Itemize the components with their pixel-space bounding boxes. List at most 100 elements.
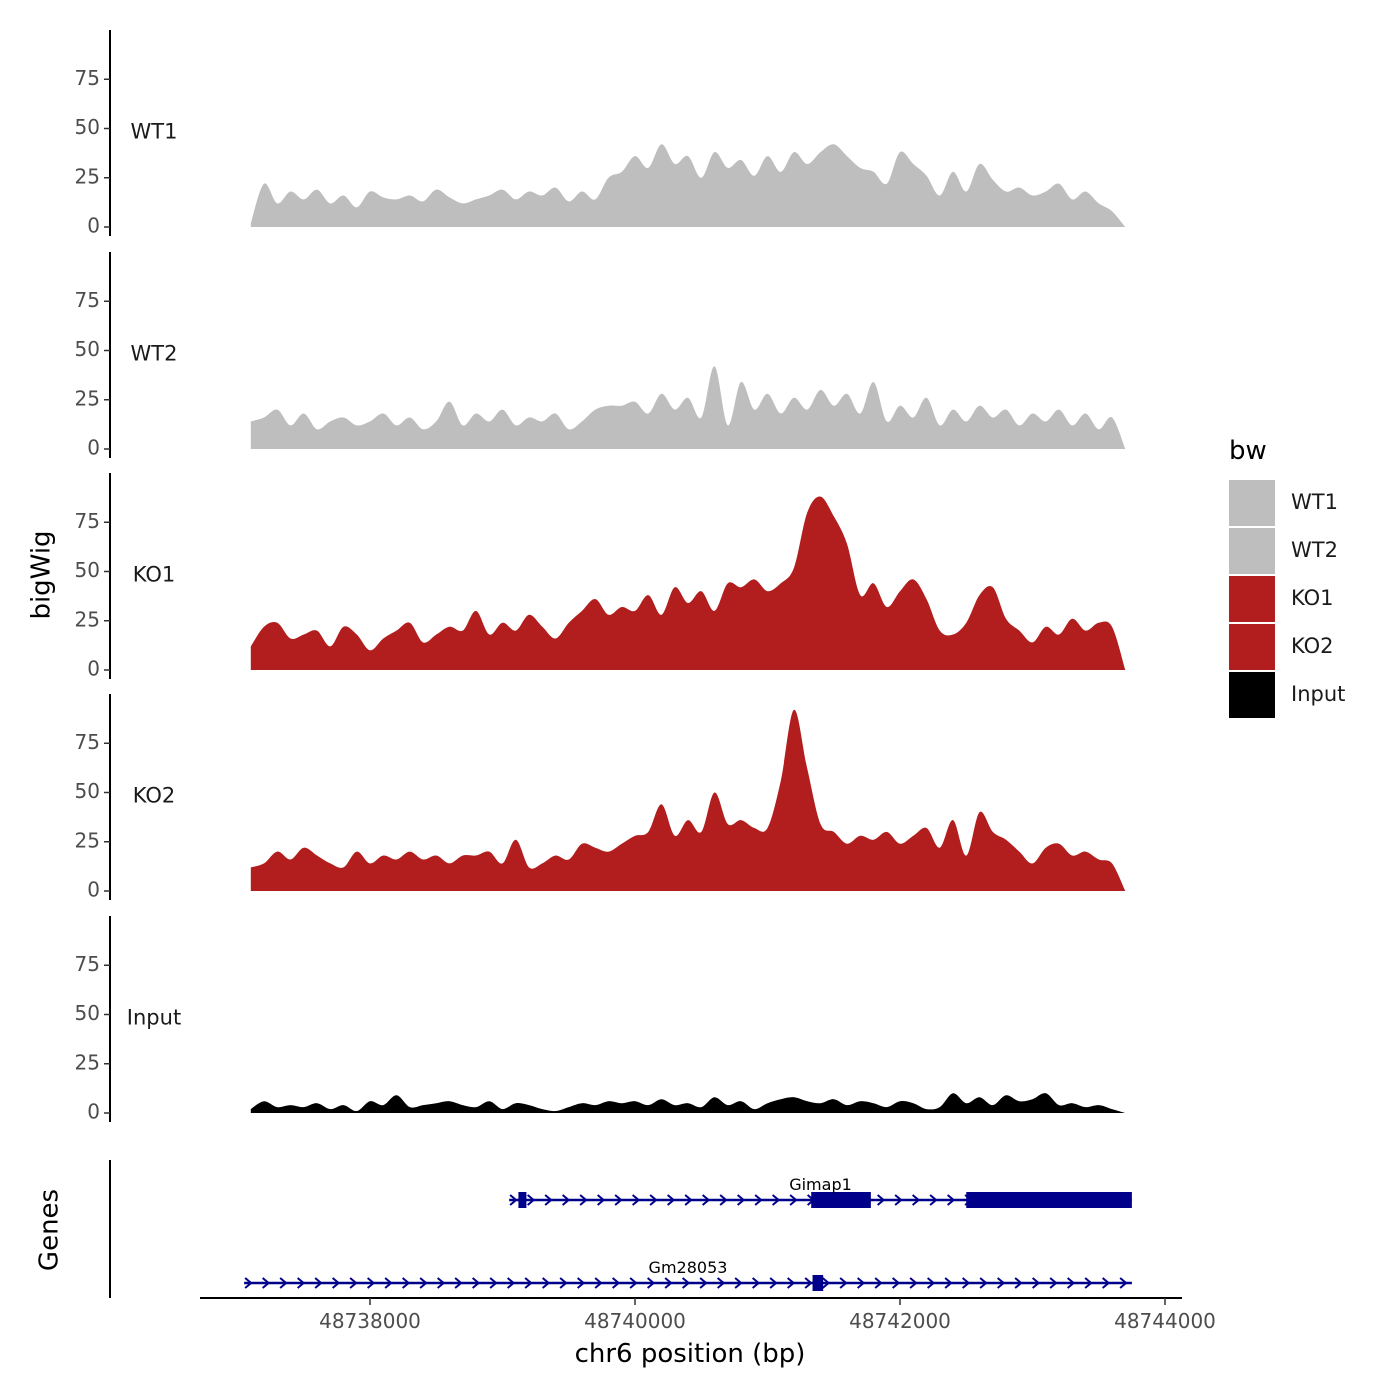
strand-arrow (909, 1277, 918, 1289)
strand-arrow (716, 1277, 726, 1289)
strand-arrow (1084, 1277, 1093, 1289)
legend-label: KO1 (1291, 586, 1334, 610)
strand-arrow (629, 1277, 638, 1289)
strand-arrow (1031, 1277, 1041, 1289)
strand-arrow (244, 1277, 253, 1289)
y-tick-label: 0 (87, 657, 100, 681)
x-tick-label: 48742000 (849, 1309, 951, 1333)
y-tick-label: 75 (75, 66, 100, 90)
strand-arrow (681, 1277, 691, 1289)
legend-swatch (1229, 624, 1275, 670)
track-input: 0 25 50 75 Input (75, 916, 1126, 1124)
strand-arrow (804, 1277, 813, 1289)
signal-area-ko1 (250, 496, 1126, 670)
strand-arrow (261, 1277, 271, 1289)
legend-label: Input (1291, 682, 1345, 706)
strand-arrow (509, 1194, 518, 1206)
strand-arrow (719, 1194, 728, 1206)
x-axis-ticks: 48738000 48740000 48742000 48744000 (319, 1298, 1216, 1333)
y-tick-label: 0 (87, 878, 100, 902)
track-label: KO1 (133, 562, 176, 586)
signal-tracks: 0 25 50 75 WT1 0 25 50 75 WT2 0 25 50 75 KO1 0 25 50 75 KO2… (75, 30, 1126, 1124)
strand-arrow (471, 1277, 481, 1289)
gene-exon (518, 1192, 527, 1208)
strand-arrow (789, 1194, 798, 1206)
strand-arrow (911, 1194, 921, 1206)
strand-arrow (646, 1277, 656, 1289)
track-wt2: 0 25 50 75 WT2 (75, 252, 1126, 460)
strand-arrow (736, 1194, 746, 1206)
y-tick-label: 0 (87, 214, 100, 238)
strand-arrow (961, 1277, 971, 1289)
x-axis-title: chr6 position (bp) (575, 1339, 806, 1369)
y-tick-label: 50 (75, 337, 100, 361)
strand-arrow (454, 1277, 463, 1289)
legend-entries: WT1 WT2 KO1 KO2 Input (1229, 480, 1345, 718)
legend-swatch (1229, 528, 1275, 574)
strand-arrow (594, 1277, 603, 1289)
gene-models: Gimap1 Gm28053 (244, 1175, 1132, 1291)
legend-swatch (1229, 480, 1275, 526)
strand-arrow (631, 1194, 641, 1206)
signal-area-wt2 (250, 366, 1126, 449)
strand-arrow (366, 1277, 376, 1289)
genes-axis-title: Genes (35, 1189, 65, 1271)
strand-arrow (296, 1277, 306, 1289)
gene-panel: Genes Gimap1 Gm28053 (35, 1160, 1132, 1298)
y-tick-label: 75 (75, 952, 100, 976)
gene-exon (812, 1275, 824, 1291)
strand-arrow (384, 1277, 393, 1289)
strand-arrow (929, 1194, 938, 1206)
strand-arrow (611, 1277, 621, 1289)
strand-arrow (699, 1277, 708, 1289)
y-tick-label: 25 (75, 1050, 100, 1074)
strand-arrow (419, 1277, 428, 1289)
strand-arrow (876, 1194, 886, 1206)
legend-entry-ko2: KO2 (1229, 624, 1334, 670)
strand-arrow (559, 1277, 568, 1289)
strand-arrow (524, 1277, 533, 1289)
legend-label: KO2 (1291, 634, 1334, 658)
y-tick-label: 50 (75, 115, 100, 139)
legend-entry-wt1: WT1 (1229, 480, 1338, 526)
gene-label: Gimap1 (789, 1175, 852, 1194)
strand-arrow (544, 1194, 553, 1206)
strand-arrow (944, 1277, 953, 1289)
strand-arrow (701, 1194, 711, 1206)
legend-swatch (1229, 672, 1275, 718)
strand-arrow (666, 1194, 676, 1206)
legend-entry-wt2: WT2 (1229, 528, 1338, 574)
strand-arrow (1049, 1277, 1058, 1289)
legend-entry-input: Input (1229, 672, 1345, 718)
signal-area-ko2 (250, 709, 1126, 891)
y-tick-label: 50 (75, 1001, 100, 1025)
y-tick-label: 75 (75, 288, 100, 312)
x-axis: 48738000 48740000 48742000 48744000 chr6 po… (200, 1297, 1216, 1369)
strand-arrow (596, 1194, 606, 1206)
strand-arrow (891, 1277, 901, 1289)
y-tick-label: 50 (75, 779, 100, 803)
gene-gimap1: Gimap1 (509, 1175, 1132, 1208)
strand-arrow (979, 1277, 988, 1289)
y-tick-label: 0 (87, 1100, 100, 1124)
track-ko2: 0 25 50 75 KO2 (75, 694, 1126, 902)
track-label: KO2 (133, 783, 176, 807)
gene-exon (811, 1192, 871, 1208)
y-tick-label: 25 (75, 386, 100, 410)
strand-arrow (769, 1277, 778, 1289)
strand-arrow (734, 1277, 743, 1289)
track-label: WT2 (131, 341, 178, 365)
strand-arrow (771, 1194, 781, 1206)
strand-arrow (874, 1277, 883, 1289)
strand-arrow (856, 1277, 866, 1289)
legend: bw WT1 WT2 KO1 KO2 Input (1229, 436, 1345, 718)
strand-arrow (1101, 1277, 1111, 1289)
legend-title: bw (1229, 436, 1267, 466)
strand-arrow (489, 1277, 498, 1289)
strand-arrow (436, 1277, 446, 1289)
y-tick-label: 25 (75, 607, 100, 631)
legend-label: WT2 (1291, 538, 1338, 562)
gene-label: Gm28053 (649, 1258, 728, 1277)
legend-swatch (1229, 576, 1275, 622)
